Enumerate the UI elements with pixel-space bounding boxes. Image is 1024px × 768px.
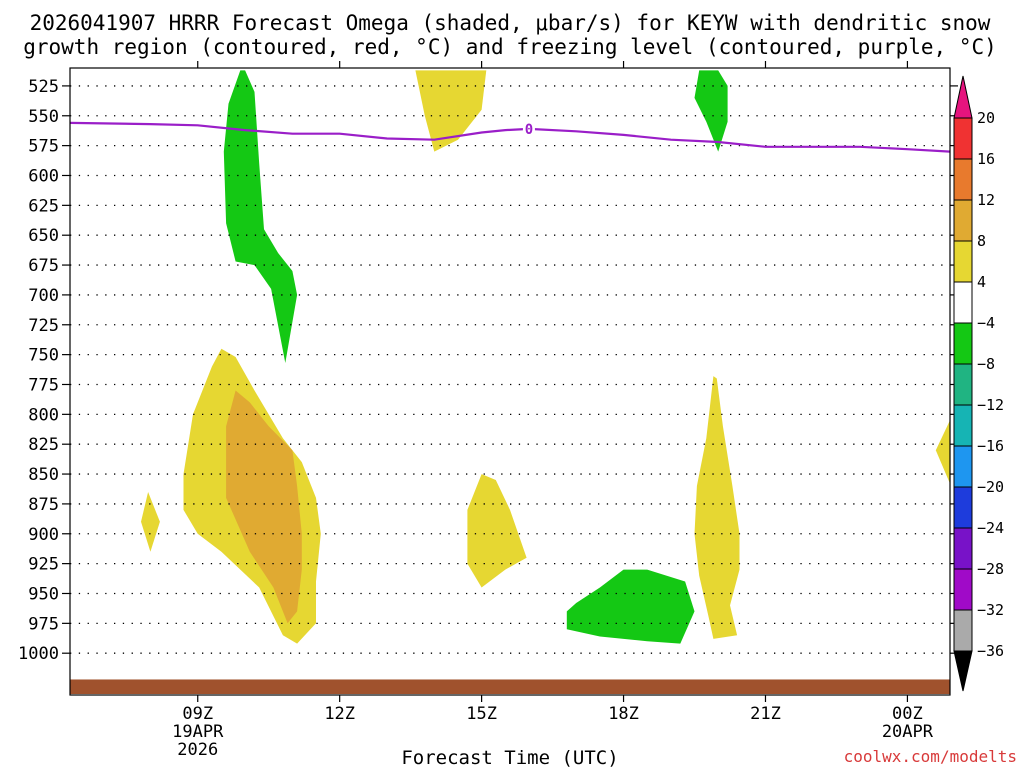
orange-region-1	[226, 390, 302, 624]
terrain-strip	[70, 679, 950, 694]
colorbar-label-1: 16	[977, 150, 995, 168]
y-tick-label-600: 600	[28, 166, 59, 186]
y-tick-label-850: 850	[28, 465, 59, 485]
colorbar: 20 16 12 8 4 −4 −8 −12 −16 −20 −24 −28 −32 −36	[953, 75, 1004, 692]
colorbar-swatch-6	[953, 363, 973, 406]
colorbar-label-5: −4	[977, 314, 995, 332]
colorbar-label-8: −16	[977, 437, 1004, 455]
green-region-2	[566, 569, 695, 644]
y-tick-label-725: 725	[28, 316, 59, 336]
x-axis-label: Forecast Time (UTC)	[401, 747, 618, 768]
x-tick-label-18Z: 18Z	[608, 704, 639, 724]
colorbar-swatch-0	[953, 117, 973, 160]
colorbar-label-13: −36	[977, 642, 1004, 660]
colorbar-label-3: 8	[977, 232, 986, 250]
colorbar-label-2: 12	[977, 191, 995, 209]
colorbar-swatch-4	[953, 281, 973, 324]
y-tick-label-550: 550	[28, 107, 59, 127]
y-tick-label-825: 825	[28, 435, 59, 455]
yellow-region-2	[141, 492, 160, 552]
colorbar-bottom-arrow	[953, 650, 973, 692]
x-year-label-09Z: 2026	[177, 740, 218, 760]
credit-text: coolwx.com/modelts	[844, 747, 1017, 766]
y-tick-label-750: 750	[28, 346, 59, 366]
colorbar-label-0: 20	[977, 109, 995, 127]
colorbar-top-arrow	[953, 75, 973, 119]
colorbar-label-10: −24	[977, 519, 1004, 537]
plot-frame	[69, 67, 951, 696]
terrain-layer	[70, 679, 950, 694]
y-tick-label-525: 525	[28, 77, 59, 97]
colorbar-swatch-12	[953, 609, 973, 652]
green-region-3	[694, 70, 728, 152]
colorbar-swatch-3	[953, 240, 973, 283]
x-tick-label-21Z: 21Z	[750, 704, 781, 724]
y-tick-label-950: 950	[28, 584, 59, 604]
omega-regions	[141, 70, 950, 644]
freezing-level-layer: 0	[69, 120, 951, 153]
chart-title-line1: 2026041907 HRRR Forecast Omega (shaded, …	[30, 11, 991, 35]
y-tick-label-775: 775	[28, 375, 59, 395]
colorbar-swatch-8	[953, 445, 973, 488]
x-date-label-09Z: 19APR	[172, 722, 224, 742]
y-tick-label-650: 650	[28, 226, 59, 246]
freezing-level-label: 0	[525, 122, 533, 138]
x-tick-label-09Z: 09Z	[182, 704, 213, 724]
y-tick-label-1000: 1000	[18, 644, 59, 664]
yellow-region-3	[415, 70, 487, 152]
x-tick-label-12Z: 12Z	[324, 704, 355, 724]
y-tick-label-800: 800	[28, 405, 59, 425]
y-tick-label-675: 675	[28, 256, 59, 276]
plot-background	[70, 68, 950, 695]
y-tick-label-975: 975	[28, 614, 59, 634]
x-tick-label-00Z: 00Z	[892, 704, 923, 724]
colorbar-swatch-7	[953, 404, 973, 447]
yellow-region-6	[935, 420, 950, 484]
colorbar-label-11: −28	[977, 560, 1004, 578]
y-tick-label-575: 575	[28, 137, 59, 157]
colorbar-label-9: −20	[977, 478, 1004, 496]
y-axis: 525 550 575 600 625 650 675 700 725 750 775 800 825 8…	[18, 77, 958, 664]
colorbar-swatch-11	[953, 568, 973, 611]
freezing-level-label-bg	[522, 120, 535, 137]
y-tick-label-700: 700	[28, 286, 59, 306]
colorbar-swatch-1	[953, 158, 973, 201]
colorbar-label-12: −32	[977, 601, 1004, 619]
colorbar-label-6: −8	[977, 355, 995, 373]
y-tick-label-875: 875	[28, 495, 59, 515]
y-tick-label-900: 900	[28, 525, 59, 545]
yellow-region-4	[467, 474, 527, 588]
x-tick-label-15Z: 15Z	[466, 704, 497, 724]
green-region-1	[223, 70, 298, 364]
chart-title-line2: growth region (contoured, red, °C) and f…	[23, 35, 997, 59]
colorbar-swatch-5	[953, 322, 973, 365]
colorbar-swatch-2	[953, 199, 973, 242]
y-tick-label-625: 625	[28, 196, 59, 216]
y-tick-label-925: 925	[28, 555, 59, 575]
x-date-label-00Z: 20APR	[882, 722, 934, 742]
yellow-region-5	[694, 376, 740, 639]
grid-lines	[70, 85, 950, 654]
colorbar-swatch-10	[953, 527, 973, 570]
colorbar-swatch-9	[953, 486, 973, 529]
freezing-level-line	[69, 121, 951, 153]
colorbar-label-4: 4	[977, 273, 986, 291]
colorbar-label-7: −12	[977, 396, 1004, 414]
